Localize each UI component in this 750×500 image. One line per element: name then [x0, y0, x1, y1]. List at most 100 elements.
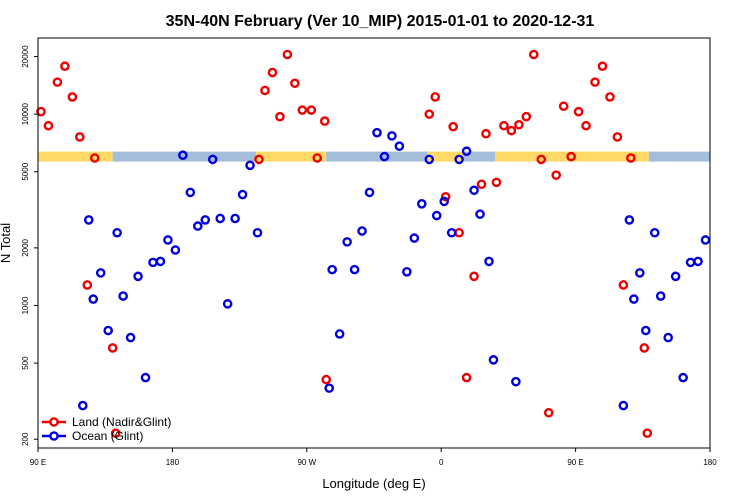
land-point — [597, 61, 608, 72]
land-point — [424, 109, 435, 119]
land-point — [321, 374, 332, 385]
land-point — [107, 343, 118, 353]
y-tick-label: 200 — [21, 432, 30, 446]
land-point — [499, 120, 509, 131]
land-point — [448, 121, 458, 132]
strip-segment-land — [256, 151, 327, 162]
land-point — [566, 151, 576, 162]
ocean-point — [185, 187, 196, 198]
land-point — [430, 92, 441, 102]
ocean-point — [237, 189, 248, 200]
ocean-point — [511, 376, 521, 387]
ocean-point — [140, 372, 151, 383]
land-point — [75, 132, 85, 142]
land-point — [590, 77, 600, 87]
land-point — [52, 77, 63, 87]
ocean-point — [222, 299, 233, 309]
ocean-point — [125, 332, 136, 343]
ocean-point — [118, 291, 128, 301]
y-tick-label: 2000 — [21, 238, 30, 256]
ocean-point — [488, 355, 499, 365]
ocean-point — [379, 151, 390, 162]
land-point — [82, 280, 93, 290]
land-point — [267, 67, 278, 78]
legend-label: Land (Nadir&Glint) — [72, 415, 171, 429]
x-tick-label: 90 E — [567, 458, 583, 467]
strip-segment-ocean — [112, 151, 257, 162]
y-tick-label: 1000 — [21, 296, 30, 314]
land-point — [254, 154, 264, 165]
plot-frame — [37, 37, 711, 449]
land-point — [454, 227, 464, 238]
ocean-point — [88, 294, 99, 304]
ocean-point — [402, 267, 412, 277]
land-point — [290, 78, 300, 89]
land-point — [60, 61, 70, 72]
chart-title: 35N-40N February (Ver 10_MIP) 2015-01-01… — [166, 13, 595, 30]
land-point — [282, 49, 293, 60]
strip-segment-ocean — [463, 151, 495, 162]
ocean-point — [170, 245, 181, 255]
ocean-point — [624, 215, 635, 225]
land-point — [642, 428, 653, 439]
ocean-point — [439, 196, 449, 207]
legend-marker — [49, 417, 59, 427]
land-point — [626, 153, 636, 163]
land-point — [36, 106, 46, 117]
y-tick-label: 5000 — [21, 162, 30, 180]
x-tick-label: 90 W — [297, 458, 316, 467]
ocean-point — [230, 213, 240, 224]
ocean-point — [192, 221, 203, 231]
y-tick-label: 20000 — [21, 45, 30, 68]
land-point — [260, 85, 270, 96]
ocean-point — [649, 227, 660, 238]
ocean-point — [655, 291, 666, 301]
strip-segment-land — [38, 151, 113, 162]
ocean-point — [394, 141, 405, 151]
land-point — [306, 105, 317, 115]
ocean-point — [148, 257, 158, 268]
ocean-point — [469, 185, 479, 196]
land-point — [275, 111, 285, 122]
ocean-point — [635, 268, 645, 278]
ocean-point — [387, 131, 397, 141]
ocean-point — [416, 198, 427, 209]
ocean-point — [324, 383, 335, 393]
ocean-point — [83, 215, 94, 225]
ocean-point — [693, 256, 703, 267]
land-point — [440, 191, 451, 202]
ocean-point — [215, 213, 225, 224]
y-axis-label: N Total — [0, 223, 13, 263]
land-point — [491, 177, 502, 188]
y-tick-label: 10000 — [21, 102, 30, 125]
land-point — [639, 343, 650, 353]
ocean-point — [618, 400, 629, 411]
land-point — [461, 372, 472, 383]
strip-segment-ocean — [326, 151, 428, 162]
ocean-point — [446, 227, 457, 238]
ocean-point — [670, 271, 681, 282]
ocean-point — [200, 215, 211, 225]
ocean-point — [163, 235, 173, 245]
strip-segment-ocean — [648, 151, 710, 162]
ocean-point — [112, 227, 122, 238]
land-point — [319, 116, 330, 126]
land-point — [573, 106, 584, 117]
legend-marker — [49, 431, 59, 441]
land-point — [612, 132, 623, 142]
legend-label: Ocean (Glint) — [72, 429, 143, 443]
land-point — [543, 407, 554, 418]
ocean-point — [454, 154, 464, 165]
x-tick-label: 180 — [166, 458, 180, 467]
axis-ticks: 90 E 180 90 W 0 90 E 180 200 500 1000 2000 5000 100… — [21, 45, 717, 467]
x-tick-label: 180 — [703, 458, 717, 467]
ocean-point — [372, 127, 382, 138]
ocean-point — [663, 332, 673, 343]
ocean-point — [207, 154, 218, 165]
ocean-point — [461, 146, 472, 157]
ocean-point — [424, 154, 435, 165]
ocean-point — [349, 264, 360, 275]
land-point — [551, 170, 561, 180]
strip-segment-land — [427, 151, 464, 162]
land-point — [536, 154, 547, 165]
